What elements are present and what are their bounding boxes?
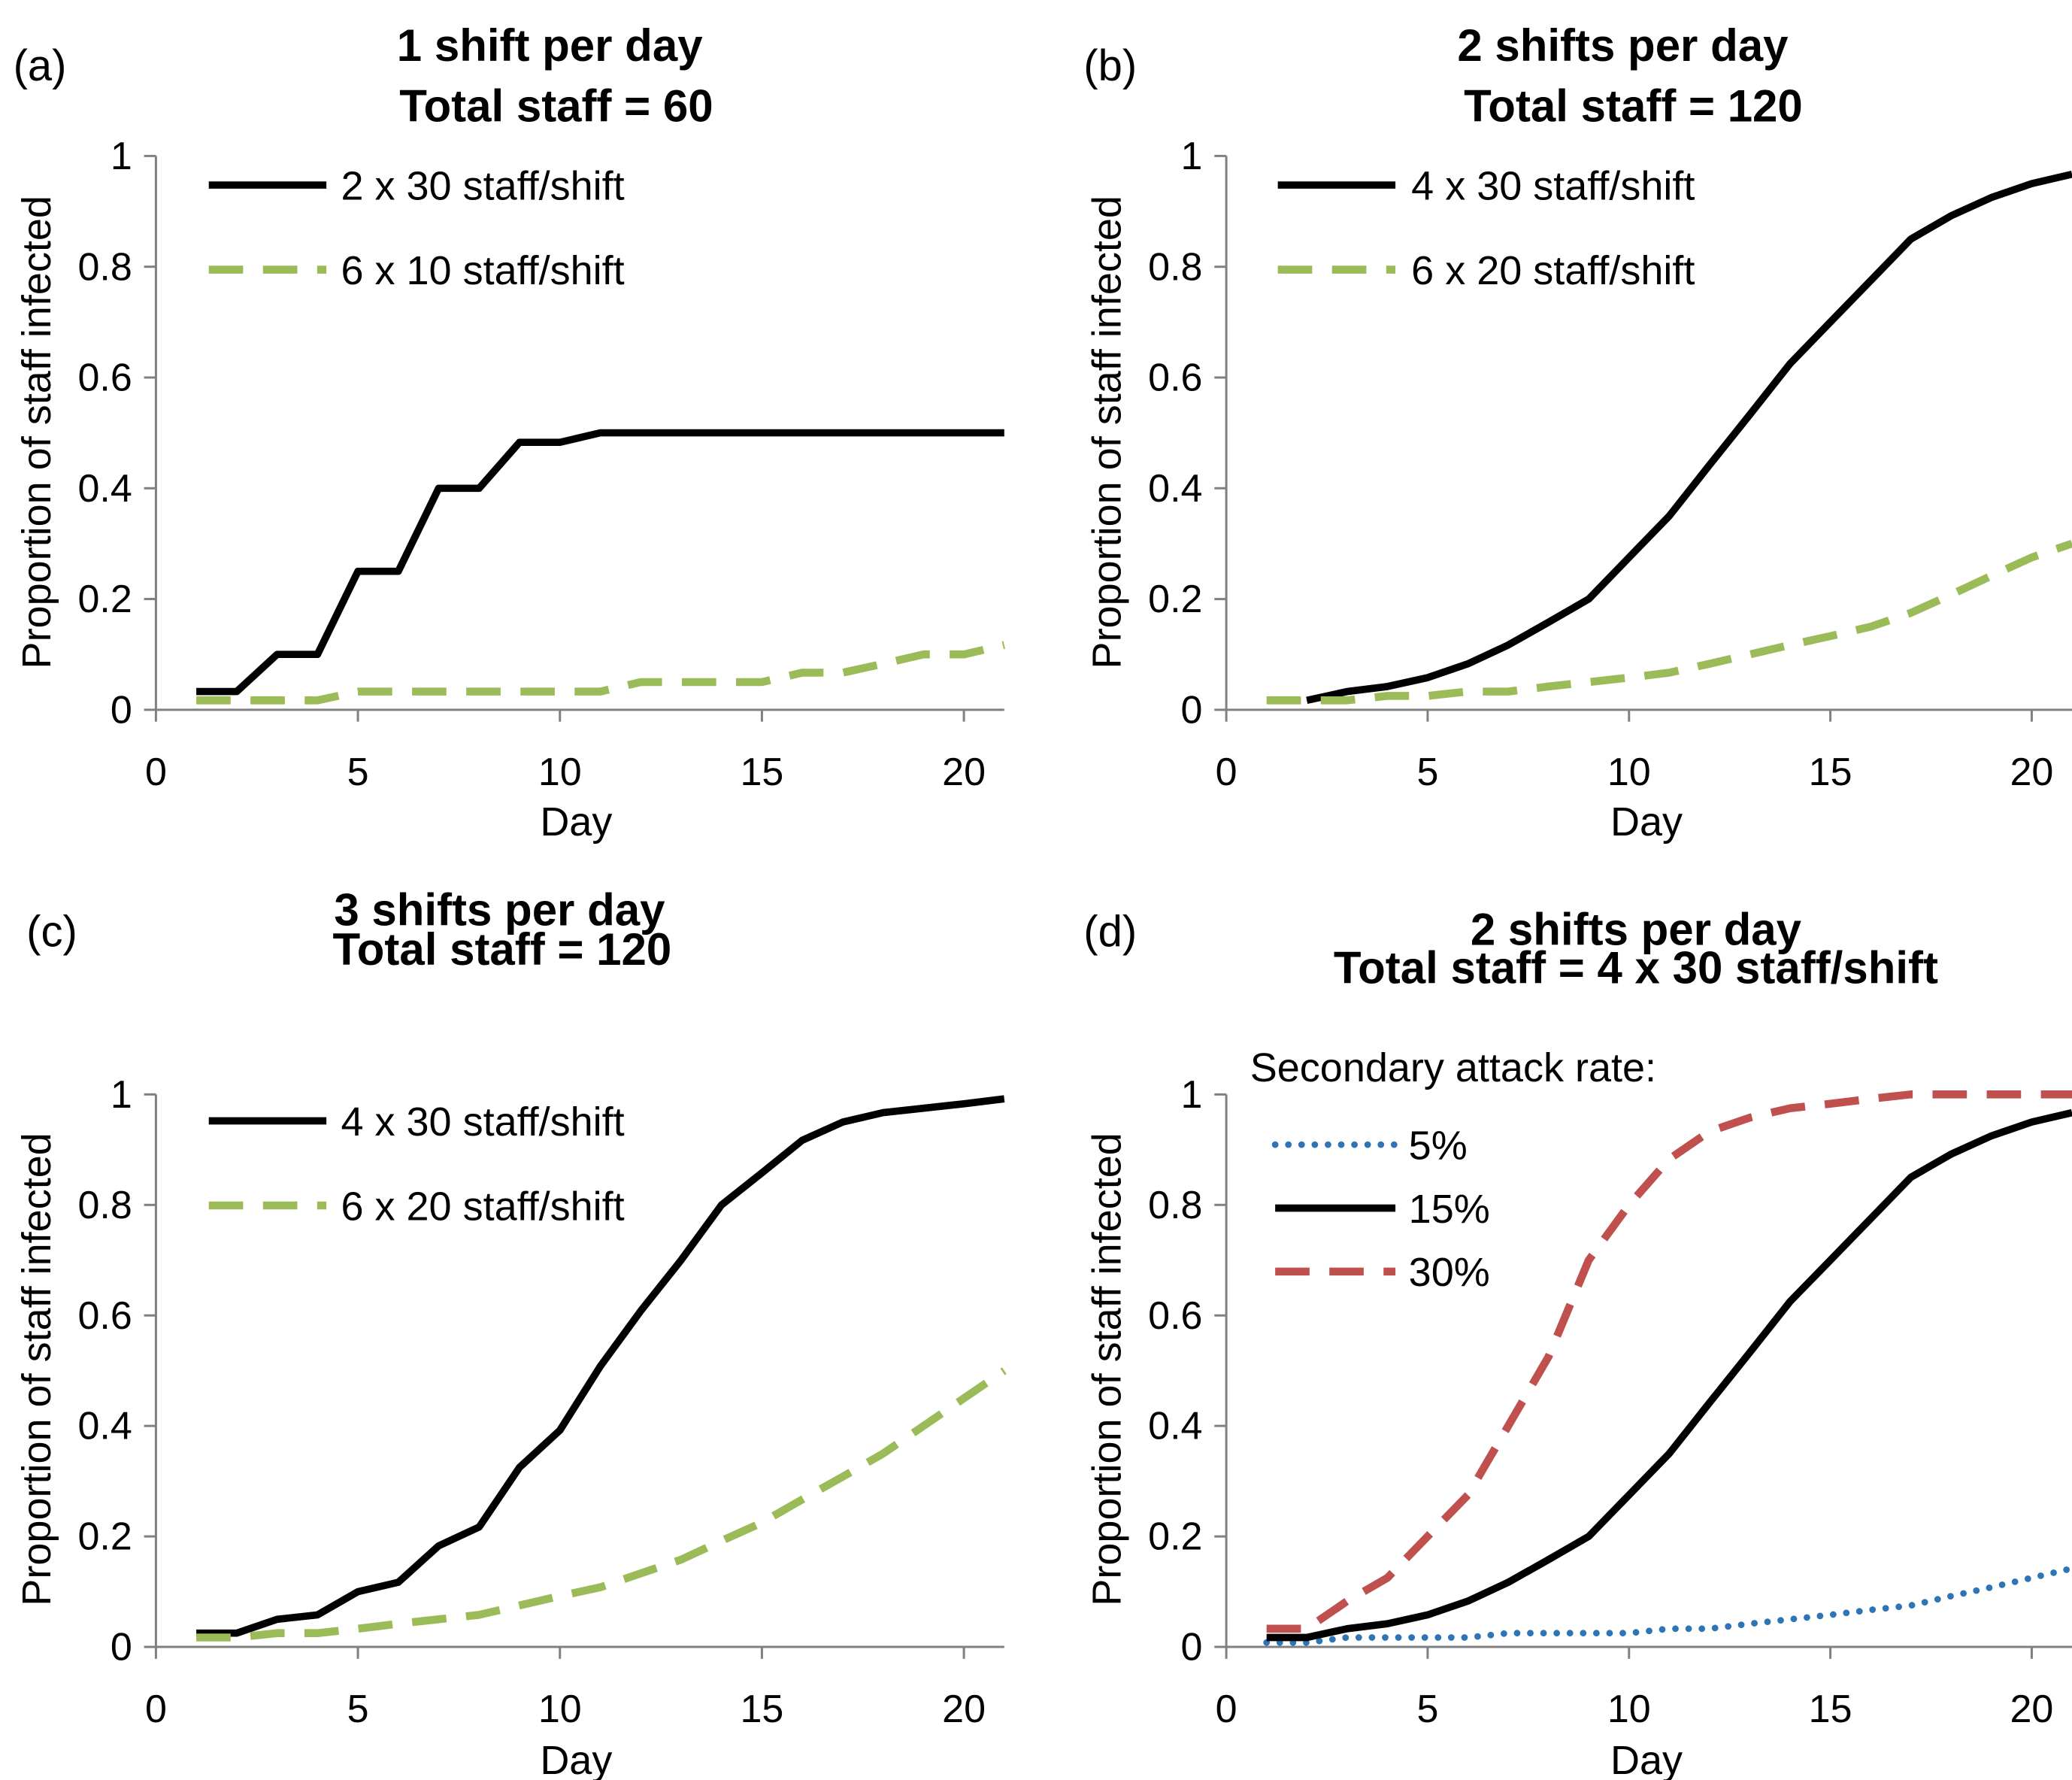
x-tick-label: 0 [1216,751,1237,794]
legend-entry: 5% [1409,1123,1468,1168]
y-tick-label: 0 [111,1626,132,1669]
y-tick-label: 0 [111,688,132,732]
series-line [1266,1108,2072,1642]
y-tick-label: 0.4 [1148,467,1202,511]
x-axis-label: Day [1610,1738,1683,1780]
series-line [196,1367,1007,1642]
panel-label: (a) [14,41,67,90]
y-tick-label: 0.6 [77,356,132,400]
legend-title: Secondary attack rate: [1250,1045,1656,1090]
x-tick-label: 0 [145,1688,167,1731]
y-tick-label: 0.4 [77,1405,132,1448]
x-tick-label: 15 [1809,1688,1852,1731]
x-tick-label: 5 [347,1688,369,1731]
chart-subtitle: Total staff = 60 [399,81,713,132]
series-line [196,1095,1005,1637]
y-axis-label: Proportion of staff infected [1084,196,1129,669]
series-line [1306,170,2072,705]
y-tick-label: 0.8 [1148,245,1202,289]
y-axis-label: Proportion of staff infected [14,196,59,669]
legend-entry: 4 x 30 staff/shift [1411,163,1695,208]
x-tick-label: 10 [538,751,582,794]
panel-label: (b) [1083,41,1137,90]
x-axis-label: Day [1610,799,1683,845]
chart-subtitle: Total staff = 120 [1464,81,1803,132]
x-tick-label: 15 [740,751,783,794]
x-axis-label: Day [540,799,612,845]
y-tick-label: 0.8 [1148,1184,1202,1227]
series-line [1266,1090,2072,1633]
legend-entry: 15% [1409,1187,1490,1232]
y-tick-label: 0.8 [77,245,132,289]
panel-label: (c) [26,907,77,956]
chart-title: 2 shifts per day [1471,905,1802,955]
x-tick-label: 5 [1416,1688,1438,1731]
legend-entry: 2 x 30 staff/shift [341,163,624,208]
chart-subtitle: Total staff = 4 x 30 staff/shift [1334,943,1938,993]
x-tick-label: 20 [942,751,986,794]
y-tick-label: 0.6 [77,1294,132,1338]
series-line [196,429,1004,696]
series-line [1266,539,2072,705]
y-tick-label: 0 [1181,1626,1203,1669]
y-tick-label: 0 [1181,688,1203,732]
x-tick-label: 15 [1809,751,1852,794]
x-tick-label: 20 [942,1688,986,1731]
chart-title: 1 shift per day [397,20,703,71]
x-axis-label: Day [540,1738,612,1780]
x-tick-label: 10 [1607,1688,1651,1731]
x-tick-label: 0 [145,751,167,794]
y-tick-label: 0.6 [1148,1294,1202,1338]
y-tick-label: 0.4 [1148,1405,1202,1448]
y-tick-label: 0.6 [1148,356,1202,400]
legend-entry: 6 x 10 staff/shift [341,248,624,293]
y-tick-label: 0.4 [77,467,132,511]
legend-entry: 6 x 20 staff/shift [1411,248,1695,293]
y-tick-label: 0.2 [77,578,132,621]
series-line [196,641,1005,705]
panel-a: (a) 1 shift per day Total staff = 60 0 0.2 0.… [14,20,1005,845]
y-tick-label: 0.8 [77,1184,132,1227]
y-tick-label: 0.2 [77,1515,132,1559]
y-tick-label: 1 [1181,1073,1203,1117]
legend-entry: 30% [1409,1250,1490,1295]
legend-entry: 6 x 20 staff/shift [341,1184,624,1229]
chart-title: 2 shifts per day [1457,20,1789,71]
y-tick-label: 1 [111,135,132,178]
panel-label: (d) [1083,907,1137,956]
panel-b: (b) 2 shifts per day Total staff = 120 0 0.2… [1083,20,2072,845]
x-tick-label: 0 [1216,1688,1237,1731]
x-tick-label: 5 [347,751,369,794]
x-tick-label: 10 [1607,751,1651,794]
legend-entry: 4 x 30 staff/shift [341,1099,624,1145]
y-tick-label: 0.2 [1148,578,1202,621]
y-tick-label: 1 [1181,135,1203,178]
x-tick-label: 20 [2010,751,2054,794]
y-axis-label: Proportion of staff infected [1084,1133,1129,1606]
y-tick-label: 1 [111,1073,132,1117]
chart-subtitle: Total staff = 120 [333,924,672,975]
x-tick-label: 10 [538,1688,582,1731]
x-tick-label: 20 [2010,1688,2054,1731]
x-tick-label: 5 [1416,751,1438,794]
chart-title: 3 shifts per day [334,884,665,935]
x-tick-label: 15 [740,1688,783,1731]
y-tick-label: 0.2 [1148,1515,1202,1559]
y-axis-label: Proportion of staff infected [14,1133,59,1606]
series-line [1263,1565,2072,1646]
